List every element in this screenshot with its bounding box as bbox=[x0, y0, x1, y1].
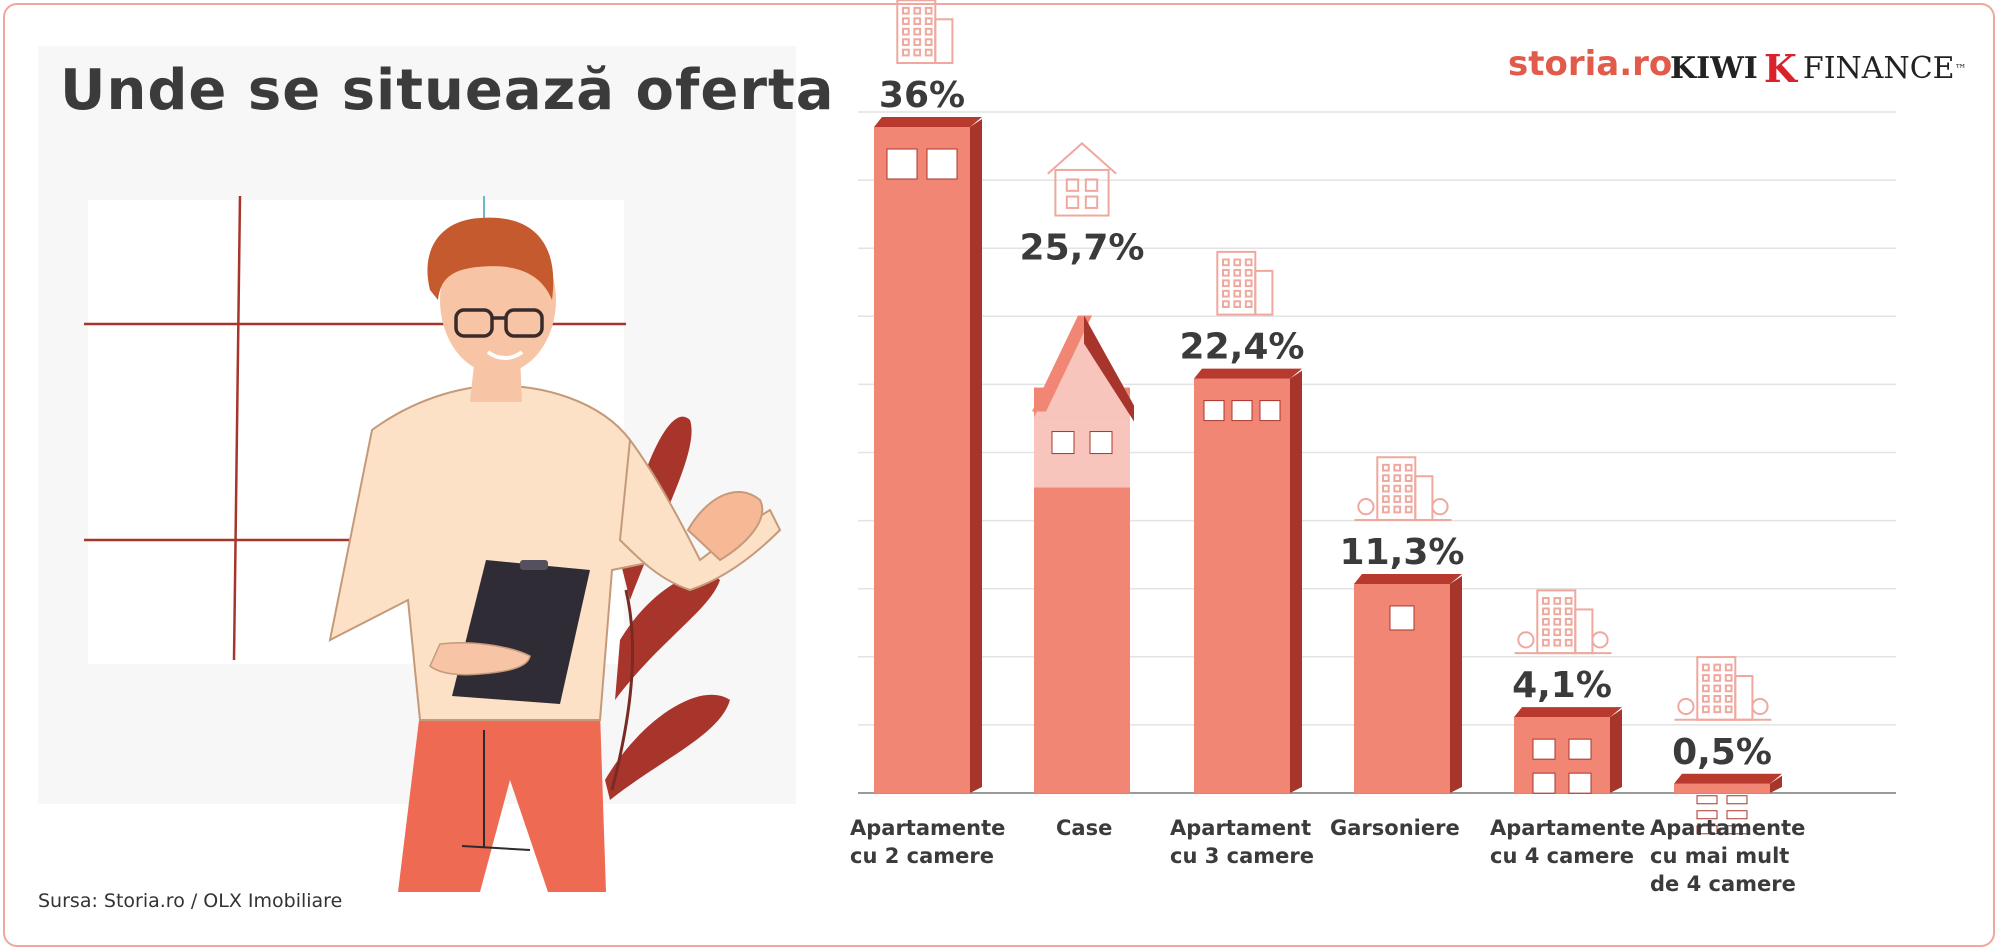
hair-shape bbox=[427, 217, 554, 300]
bar-window bbox=[1726, 825, 1748, 835]
bar-window bbox=[1203, 400, 1225, 422]
bar-window bbox=[1089, 431, 1113, 455]
bar-window bbox=[1568, 772, 1592, 794]
bar-side bbox=[1770, 775, 1782, 793]
infographic-frame bbox=[3, 3, 1995, 947]
kiwi-logo-word: KIWI bbox=[1670, 51, 1758, 86]
kiwi-finance-logo: KIWI K FINANCE ™ bbox=[1670, 46, 1967, 91]
bar-window bbox=[1696, 795, 1718, 805]
bar-window bbox=[926, 148, 958, 180]
value-label: 4,1% bbox=[1512, 665, 1612, 706]
source-note: Sursa: Storia.ro / OLX Imobiliare bbox=[38, 890, 343, 912]
category-label: Apartamente bbox=[850, 816, 1005, 840]
bar bbox=[1194, 378, 1290, 793]
value-label: 25,7% bbox=[1020, 228, 1145, 269]
bar-side bbox=[970, 119, 982, 793]
house-facade bbox=[1034, 417, 1130, 488]
bar-top bbox=[1354, 573, 1462, 584]
page-title: Unde se situează oferta bbox=[60, 58, 835, 123]
category-label: cu 3 camere bbox=[1170, 844, 1314, 868]
category-icon bbox=[1514, 589, 1612, 655]
bar-top bbox=[1514, 707, 1622, 718]
glasses-icon bbox=[454, 308, 544, 338]
bar-top bbox=[874, 117, 982, 127]
shirt-shape bbox=[328, 384, 664, 721]
bar-window bbox=[1568, 738, 1592, 760]
category-icon bbox=[1674, 656, 1772, 721]
bar-window bbox=[1726, 810, 1748, 820]
raised-arm-shape bbox=[618, 437, 782, 592]
bar-window bbox=[1389, 605, 1415, 631]
bar-window bbox=[886, 148, 918, 180]
bar-window bbox=[1532, 738, 1556, 760]
trousers-shape bbox=[398, 712, 606, 892]
bar-window bbox=[1696, 825, 1718, 835]
value-label: 11,3% bbox=[1340, 532, 1465, 573]
bar-top bbox=[1674, 773, 1782, 784]
bar-window bbox=[1051, 431, 1075, 455]
house-gable bbox=[1034, 317, 1130, 418]
category-label: Apartamente bbox=[1490, 816, 1645, 840]
bar-window bbox=[1231, 400, 1253, 422]
value-label: 0,5% bbox=[1672, 732, 1772, 773]
category-icon bbox=[1216, 250, 1274, 316]
category-label: cu 2 camere bbox=[850, 844, 994, 868]
house-roof-right bbox=[1084, 315, 1134, 422]
category-label: cu mai mult bbox=[1650, 844, 1789, 868]
bar bbox=[1514, 717, 1610, 793]
bar-side bbox=[1290, 370, 1302, 793]
storia-logo: storia.ro bbox=[1508, 44, 1673, 84]
bar-window bbox=[1532, 772, 1556, 794]
hand-shape bbox=[686, 490, 764, 562]
bar bbox=[1674, 783, 1770, 793]
kiwi-k-mark: K bbox=[1763, 46, 1797, 91]
value-label: 22,4% bbox=[1180, 327, 1305, 368]
bar-top bbox=[1194, 368, 1302, 379]
category-label: de 4 camere bbox=[1650, 872, 1796, 896]
bar-side bbox=[1450, 575, 1462, 793]
category-icon bbox=[1047, 142, 1117, 217]
category-label: Case bbox=[1056, 816, 1112, 840]
bar-side bbox=[1610, 709, 1622, 793]
category-icon bbox=[896, 0, 954, 65]
house-roof-left bbox=[1032, 315, 1092, 412]
bar-window bbox=[1726, 795, 1748, 805]
category-label: Apartament bbox=[1170, 816, 1311, 840]
trademark-symbol: ™ bbox=[1954, 61, 1967, 76]
finance-logo-word: FINANCE bbox=[1802, 51, 1955, 86]
category-icon bbox=[1354, 456, 1452, 521]
bar-window bbox=[1259, 400, 1281, 422]
bar-window bbox=[1696, 810, 1718, 820]
bar bbox=[874, 127, 970, 793]
category-label: Garsoniere bbox=[1330, 816, 1460, 840]
value-label: 36% bbox=[879, 75, 965, 116]
category-label: cu 4 camere bbox=[1490, 844, 1634, 868]
category-label: Apartamente bbox=[1650, 816, 1805, 840]
